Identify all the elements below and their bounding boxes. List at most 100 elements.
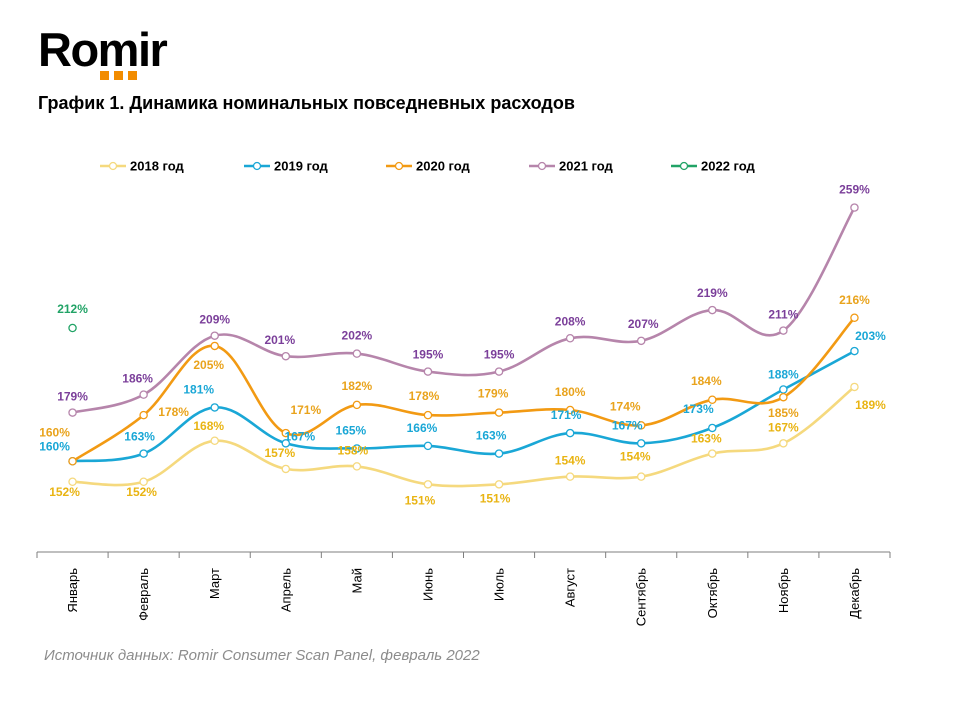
data-point [423, 441, 433, 451]
series-4 [68, 323, 77, 333]
data-point [850, 382, 859, 392]
data-point [565, 472, 575, 481]
data-point [210, 341, 219, 351]
data-label: 154% [620, 450, 651, 464]
data-point [494, 480, 504, 489]
data-point [636, 439, 646, 448]
data-point [779, 392, 788, 402]
legend-label: 2022 год [701, 159, 756, 174]
data-label: 212% [57, 302, 88, 316]
data-point [68, 408, 77, 417]
data-label: 180% [555, 385, 586, 399]
data-point [494, 449, 504, 458]
data-point [779, 385, 788, 394]
data-point [352, 444, 362, 453]
data-point [210, 436, 219, 445]
data-label: 209% [199, 313, 230, 327]
data-label: 168% [193, 419, 224, 433]
data-label: 185% [768, 406, 799, 420]
data-label: 188% [768, 368, 799, 382]
data-label: 163% [476, 429, 507, 443]
data-label: 178% [409, 389, 440, 403]
data-label: 167% [768, 420, 799, 434]
x-tick-label: Октябрь [705, 568, 720, 619]
logo-dots [100, 71, 137, 80]
data-point [352, 462, 362, 471]
series-1 [68, 346, 859, 466]
data-labels-2: 160% 178% 205% 171% 182% 178% 179% 180% 174% 184%… [39, 293, 870, 440]
legend-item: 2022 год [671, 159, 756, 174]
data-labels-3: 179% 186% 209% 201% 202% 195% 195% 208% 207% 219%… [57, 183, 870, 404]
data-label: 216% [839, 293, 870, 307]
series-line [71, 385, 856, 488]
data-label: 259% [839, 183, 870, 197]
data-label: 205% [193, 358, 224, 372]
romir-logo: Romir [38, 23, 168, 80]
legend-marker [679, 161, 689, 171]
data-point [850, 346, 859, 356]
data-labels-4: 212% [57, 302, 88, 316]
data-point [708, 395, 717, 404]
data-label: 160% [39, 425, 70, 439]
data-labels-0: 152% 152% 168% 157% 158% 151% 151% 154% 154% 163%… [49, 398, 886, 507]
x-tick-label: Июль [492, 568, 507, 601]
data-point [139, 410, 148, 420]
data-label: 166% [407, 421, 438, 435]
data-label: 151% [405, 493, 436, 507]
data-label: 171% [290, 403, 321, 417]
legend-marker [537, 161, 547, 171]
legend-label: 2020 год [416, 159, 471, 174]
logo-wordmark: Romir [38, 23, 168, 76]
data-label: 174% [610, 399, 641, 413]
logo-dot [100, 71, 109, 80]
series-2 [68, 313, 859, 466]
x-tick-label: Февраль [136, 568, 151, 621]
data-label: 211% [768, 308, 798, 322]
data-label: 208% [555, 314, 586, 328]
data-point [565, 333, 575, 343]
data-point [68, 323, 77, 333]
series-line [71, 349, 856, 463]
data-label: 165% [336, 423, 367, 437]
data-label: 157% [264, 446, 295, 460]
data-point [281, 428, 291, 438]
x-tick-label: Март [207, 568, 222, 599]
legend-item: 2021 год [529, 159, 614, 174]
data-label: 202% [342, 329, 373, 343]
data-label: 167% [612, 418, 643, 432]
series-3 [68, 203, 859, 417]
data-point [352, 349, 362, 358]
data-point [779, 326, 788, 335]
data-label: 179% [478, 387, 509, 401]
data-point [494, 408, 504, 417]
data-point [210, 331, 219, 340]
logo-dot [114, 71, 123, 80]
data-label: 154% [555, 454, 586, 468]
data-point [139, 477, 148, 486]
legend-label: 2019 год [274, 159, 329, 174]
source-note: Источник данных: Romir Consumer Scan Pan… [44, 647, 480, 664]
data-point [708, 423, 717, 433]
data-label: 207% [628, 317, 659, 331]
data-label: 179% [57, 390, 88, 404]
data-point [210, 403, 219, 412]
data-label: 163% [124, 430, 155, 444]
chart-title: График 1. Динамика номинальных повседнев… [38, 93, 575, 113]
data-label: 184% [691, 374, 722, 388]
x-tick-label: Январь [65, 568, 80, 613]
data-label: 189% [855, 398, 886, 412]
data-label: 171% [551, 408, 582, 422]
data-label: 160% [39, 439, 70, 453]
data-point [565, 405, 575, 415]
data-label: 195% [484, 348, 515, 362]
x-tick-label: Май [349, 568, 364, 593]
data-label: 163% [691, 432, 722, 446]
legend-label: 2018 год [130, 159, 185, 174]
data-point [708, 449, 717, 458]
data-label: 203% [855, 329, 886, 343]
series-line [71, 316, 856, 463]
data-label: 173% [683, 402, 714, 416]
legend-marker [108, 161, 118, 171]
data-point [68, 456, 77, 466]
